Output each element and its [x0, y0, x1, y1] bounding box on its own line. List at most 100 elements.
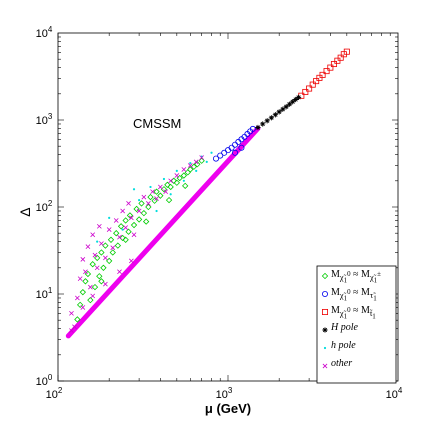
data-point	[321, 308, 328, 315]
y-tick-label: 103	[36, 112, 53, 127]
data-point	[90, 293, 96, 299]
data-point	[80, 257, 86, 262]
data-point	[249, 125, 256, 132]
magenta-band	[65, 125, 261, 339]
data-point	[319, 71, 326, 78]
data-point	[174, 173, 180, 178]
legend-box	[316, 265, 397, 384]
data-point	[205, 160, 208, 163]
x-tick-label: 103	[216, 386, 233, 401]
data-point	[228, 144, 235, 151]
data-point	[147, 193, 154, 201]
annotation-label: CMSSM	[133, 116, 181, 131]
data-point	[126, 201, 131, 206]
data-point	[122, 217, 129, 224]
data-point	[94, 265, 100, 271]
data-point	[138, 200, 145, 207]
data-point	[198, 157, 205, 164]
data-point	[107, 236, 115, 243]
data-point	[164, 181, 171, 188]
data-point	[154, 196, 159, 201]
data-point	[106, 257, 113, 265]
y-tick-label: 101	[36, 286, 53, 301]
data-point	[162, 177, 166, 181]
legend-label: Mχ̃10 ≈ Mτ̃1	[331, 286, 377, 303]
y-axis-label: Δ	[17, 207, 33, 216]
legend-label-text: other	[331, 358, 353, 369]
legend-label-text: h pole	[331, 340, 356, 351]
data-point	[89, 261, 96, 268]
data-point	[145, 201, 151, 206]
data-point	[69, 310, 74, 316]
data-point	[169, 193, 172, 196]
data-point	[157, 192, 164, 199]
data-point	[295, 94, 302, 100]
series-chargino	[74, 157, 205, 323]
data-point	[321, 290, 328, 297]
legend-label: Mχ̃10 ≈ Mt̃1	[331, 304, 376, 321]
data-point	[194, 161, 201, 168]
data-point	[190, 163, 198, 170]
data-point	[163, 189, 169, 195]
legend-label-text: Mχ̃10 ≈ Mτ̃1	[331, 286, 377, 303]
legend: Mχ̃10 ≈ Mχ̃1±Mχ̃10 ≈ Mτ̃1Mχ̃10 ≈ Mt̃1H p…	[316, 265, 397, 384]
data-point	[260, 121, 266, 127]
series-stop	[298, 48, 350, 99]
data-point	[90, 232, 96, 238]
data-point	[133, 205, 140, 213]
data-point	[168, 178, 174, 184]
legend-label: H pole	[331, 322, 358, 333]
data-point	[217, 152, 224, 159]
data-point	[286, 101, 293, 107]
data-point	[322, 327, 328, 333]
scatter-points	[69, 48, 350, 333]
data-point	[136, 208, 142, 214]
data-point	[96, 240, 99, 243]
x-tick-label: 104	[386, 386, 403, 401]
data-point	[83, 269, 88, 275]
series-hpole_big	[255, 94, 302, 131]
data-point	[87, 284, 93, 290]
data-point	[182, 179, 185, 182]
data-point	[123, 225, 129, 230]
data-point	[334, 57, 341, 64]
y-tick-label: 100	[36, 373, 53, 388]
legend-label-text: H pole	[331, 322, 358, 333]
data-point	[343, 48, 350, 55]
data-point	[182, 182, 189, 190]
legend-label-text: Mχ̃10 ≈ Mt̃1	[331, 304, 376, 321]
data-point	[131, 232, 137, 238]
data-point	[232, 149, 239, 156]
series-hpole_small	[96, 151, 213, 243]
data-point	[175, 169, 178, 172]
data-point	[113, 230, 120, 237]
data-point	[128, 215, 134, 221]
data-point	[76, 301, 84, 309]
data-point	[132, 188, 136, 191]
data-point	[69, 328, 74, 333]
data-point	[91, 283, 99, 291]
data-point	[153, 188, 160, 195]
data-point	[108, 216, 111, 219]
data-point	[193, 159, 199, 165]
band-line	[65, 125, 261, 339]
data-point	[135, 216, 143, 223]
legend-item-stop: Mχ̃10 ≈ Mt̃1	[321, 304, 376, 321]
data-point	[151, 197, 158, 204]
data-point	[264, 118, 270, 124]
data-point	[181, 167, 187, 172]
data-point	[114, 242, 122, 249]
data-point	[238, 144, 245, 151]
data-point	[72, 324, 77, 330]
data-point	[302, 88, 309, 95]
data-point	[210, 151, 213, 154]
data-point	[130, 221, 138, 229]
data-point	[99, 241, 104, 246]
data-point	[126, 212, 134, 219]
data-point	[98, 278, 105, 285]
data-point	[322, 363, 328, 369]
data-point	[187, 163, 193, 168]
data-point	[306, 85, 313, 92]
data-point	[180, 172, 188, 179]
data-point	[293, 96, 299, 103]
